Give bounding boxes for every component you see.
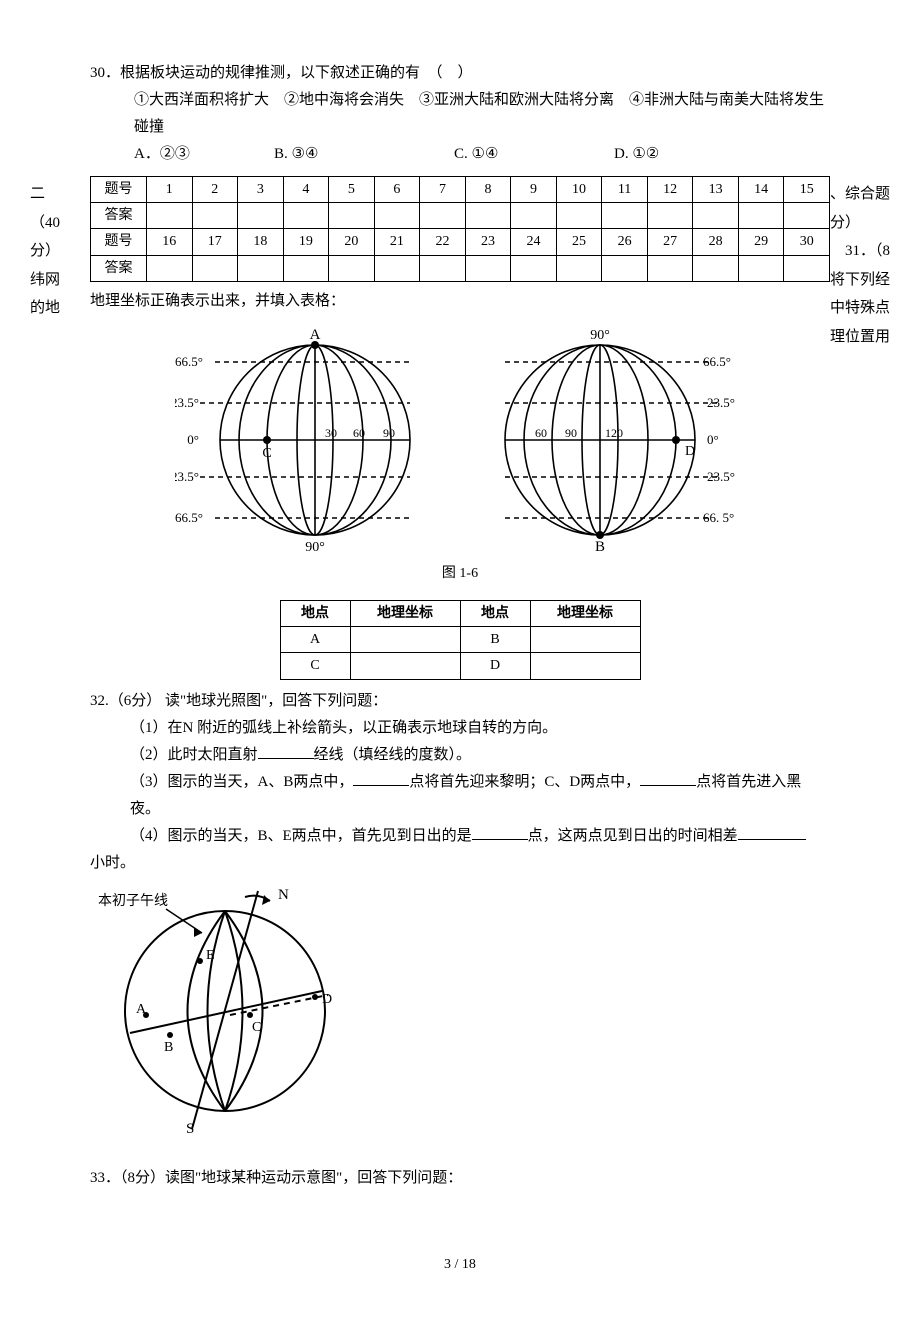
blank-input[interactable] [258, 744, 314, 759]
coord-table: 地点 地理坐标 地点 地理坐标 A B C D [280, 600, 641, 680]
globe-left-icon: A 90° 66.5° 23.5° 0° 23.5° 66.5° 30 60 9… [175, 325, 425, 555]
earth-light-icon: N S A B C D E 本初子午线 [90, 885, 360, 1135]
svg-text:D: D [322, 992, 332, 1007]
ans-label: 答案 [91, 255, 147, 281]
choice-c: C. ①④ [454, 141, 614, 168]
question-33: 33．（8分）读图"地球某种运动示意图"，回答下列问题： [90, 1165, 830, 1192]
question-30: 30．根据板块运动的规律推测，以下叙述正确的有 （ ） ①大西洋面积将扩大 ②地… [90, 60, 830, 168]
section-2: 二 （40 分） 纬网 的地 、综合题 分） 31．（8 将下列经 中特殊点 理… [90, 176, 830, 282]
right-l1: 、综合题 [830, 180, 890, 209]
left-margin-text: 二 （40 分） 纬网 的地 [30, 180, 86, 323]
svg-text:90: 90 [565, 426, 577, 440]
blank-input[interactable] [353, 771, 409, 786]
q31-intro: 地理坐标正确表示出来，并填入表格： [90, 288, 830, 315]
left-l4: 纬网 [30, 266, 86, 295]
svg-text:66.5°: 66.5° [175, 510, 203, 525]
svg-text:90°: 90° [590, 328, 610, 343]
q32-s4: （4）图示的当天，B、E两点中，首先见到日出的是点，这两点见到日出的时间相差 [130, 823, 830, 850]
svg-text:A: A [310, 327, 321, 343]
table-row: 地点 地理坐标 地点 地理坐标 [280, 600, 640, 626]
table-row: 答案 [91, 203, 830, 229]
left-l1: 二 [30, 180, 86, 209]
answer-sheet-table: 题号 123456789101112131415 答案 题号 161718192… [90, 176, 830, 282]
q30-text: 根据板块运动的规律推测，以下叙述正确的有 （ ） [120, 65, 473, 81]
globe-right-icon: 90° B 66.5° 23.5° 0° 23.5° 66. 5° 60 90 … [485, 325, 745, 555]
svg-text:C: C [262, 446, 271, 461]
globes-figure: A 90° 66.5° 23.5° 0° 23.5° 66.5° 30 60 9… [90, 325, 830, 555]
left-l5: 的地 [30, 294, 86, 323]
qnum-label: 题号 [91, 177, 147, 203]
svg-text:23.5°: 23.5° [175, 469, 199, 484]
choice-d: D. ①② [614, 141, 734, 168]
right-l5: 中特殊点 [830, 294, 890, 323]
svg-text:B: B [595, 539, 605, 555]
svg-text:90: 90 [383, 426, 395, 440]
left-l3: 分） [30, 237, 86, 266]
choice-a: A．②③ [134, 141, 274, 168]
left-l2: （40 [30, 209, 86, 238]
svg-text:90°: 90° [305, 540, 325, 555]
q30-stem: 30．根据板块运动的规律推测，以下叙述正确的有 （ ） [90, 60, 830, 87]
svg-text:0°: 0° [187, 432, 199, 447]
figure-caption: 图 1-6 [90, 561, 830, 586]
q32-s4-tail: 小时。 [90, 850, 830, 877]
right-l4: 将下列经 [830, 266, 890, 295]
svg-text:120: 120 [605, 426, 623, 440]
earth-light-figure: N S A B C D E 本初子午线 [90, 885, 830, 1145]
blank-input[interactable] [640, 771, 696, 786]
svg-text:C: C [252, 1020, 261, 1035]
svg-text:S: S [186, 1121, 194, 1135]
svg-text:E: E [206, 948, 215, 963]
svg-text:0°: 0° [707, 432, 719, 447]
qnum-label: 题号 [91, 229, 147, 255]
right-margin-text: 、综合题 分） 31．（8 将下列经 中特殊点 理位置用 [830, 180, 890, 351]
blank-input[interactable] [738, 825, 806, 840]
page-number: 3 / 18 [90, 1252, 830, 1277]
svg-text:60: 60 [535, 426, 547, 440]
right-l6: 理位置用 [830, 323, 890, 352]
svg-text:23.5°: 23.5° [707, 469, 735, 484]
choice-b: B. ③④ [274, 141, 454, 168]
svg-text:66.5°: 66.5° [175, 354, 203, 369]
svg-text:66. 5°: 66. 5° [703, 510, 734, 525]
svg-text:23.5°: 23.5° [175, 395, 199, 410]
table-row: A B [280, 627, 640, 653]
q32-head: 32.（6分） 读"地球光照图"，回答下列问题： [90, 688, 830, 715]
q30-items: ①大西洋面积将扩大 ②地中海将会消失 ③亚洲大陆和欧洲大陆将分离 ④非洲大陆与南… [134, 87, 830, 141]
svg-text:23.5°: 23.5° [707, 395, 735, 410]
q30-number: 30． [90, 65, 120, 81]
svg-text:N: N [278, 887, 289, 903]
right-l3: 31．（8 [830, 237, 890, 266]
svg-text:D: D [685, 444, 695, 459]
ans-label: 答案 [91, 203, 147, 229]
svg-text:本初子午线: 本初子午线 [98, 892, 168, 909]
table-row: 题号 161718192021222324252627282930 [91, 229, 830, 255]
q32-s2: （2）此时太阳直射经线（填经线的度数）。 [130, 742, 830, 769]
table-row: 答案 [91, 255, 830, 281]
right-l2: 分） [830, 209, 890, 238]
svg-text:A: A [136, 1002, 147, 1017]
table-row: 题号 123456789101112131415 [91, 177, 830, 203]
svg-text:66.5°: 66.5° [703, 354, 731, 369]
table-row: C D [280, 653, 640, 679]
q30-choices: A．②③ B. ③④ C. ①④ D. ①② [134, 141, 830, 168]
q32-s3: （3）图示的当天，A、B两点中，点将首先迎来黎明；C、D两点中，点将首先进入黑夜… [130, 769, 830, 823]
question-32: 32.（6分） 读"地球光照图"，回答下列问题： （1）在N 附近的弧线上补绘箭… [90, 688, 830, 850]
svg-text:60: 60 [353, 426, 365, 440]
svg-text:B: B [164, 1040, 173, 1055]
blank-input[interactable] [472, 825, 528, 840]
svg-text:30: 30 [325, 426, 337, 440]
q32-s1: （1）在N 附近的弧线上补绘箭头，以正确表示地球自转的方向。 [130, 715, 830, 742]
